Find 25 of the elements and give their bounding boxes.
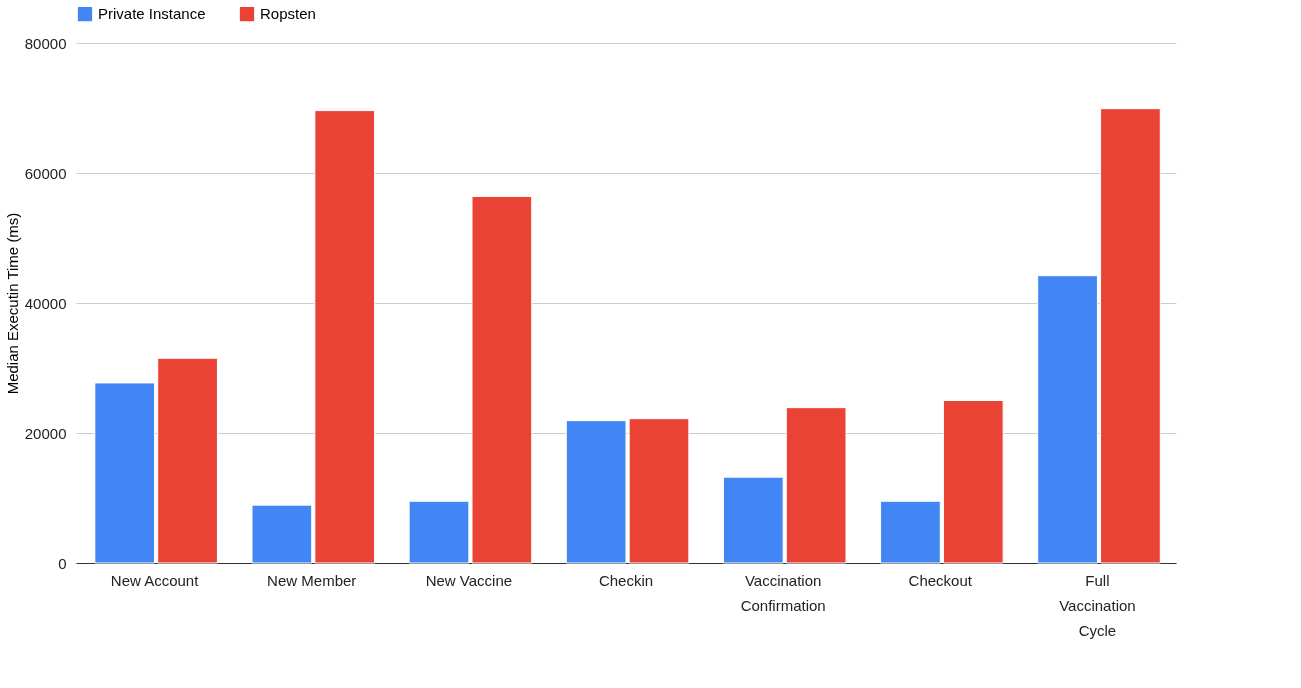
- x-tick-label: New Member: [267, 571, 357, 589]
- bar: [722, 476, 784, 564]
- y-axis-title: Median Executin Time (ms): [3, 212, 21, 395]
- legend-label: Ropsten: [260, 5, 316, 23]
- x-tick-label: New Account: [110, 571, 200, 589]
- legend-label: Private Instance: [98, 5, 206, 23]
- y-tick-label: 20000: [24, 424, 67, 442]
- bar: [157, 357, 218, 564]
- bar: [785, 407, 847, 564]
- bar: [1037, 275, 1098, 564]
- bar: [94, 382, 156, 564]
- y-tick-label: 80000: [24, 34, 67, 52]
- x-tick-label: Full Vaccination Cycle: [1059, 571, 1136, 639]
- bar: [880, 500, 941, 564]
- x-tick-label: Checkin: [598, 571, 654, 589]
- y-tick-label: 0: [58, 554, 67, 572]
- y-tick-label: 60000: [24, 164, 67, 182]
- bar: [314, 110, 376, 564]
- y-tick-label: 40000: [24, 294, 67, 312]
- x-tick-label: Vaccination Confirmation: [740, 571, 826, 614]
- x-tick-label: New Vaccine: [425, 571, 513, 589]
- bar: [1100, 108, 1161, 564]
- bar: [942, 400, 1004, 564]
- x-tick-label: Checkout: [908, 571, 973, 589]
- bar: [251, 504, 313, 564]
